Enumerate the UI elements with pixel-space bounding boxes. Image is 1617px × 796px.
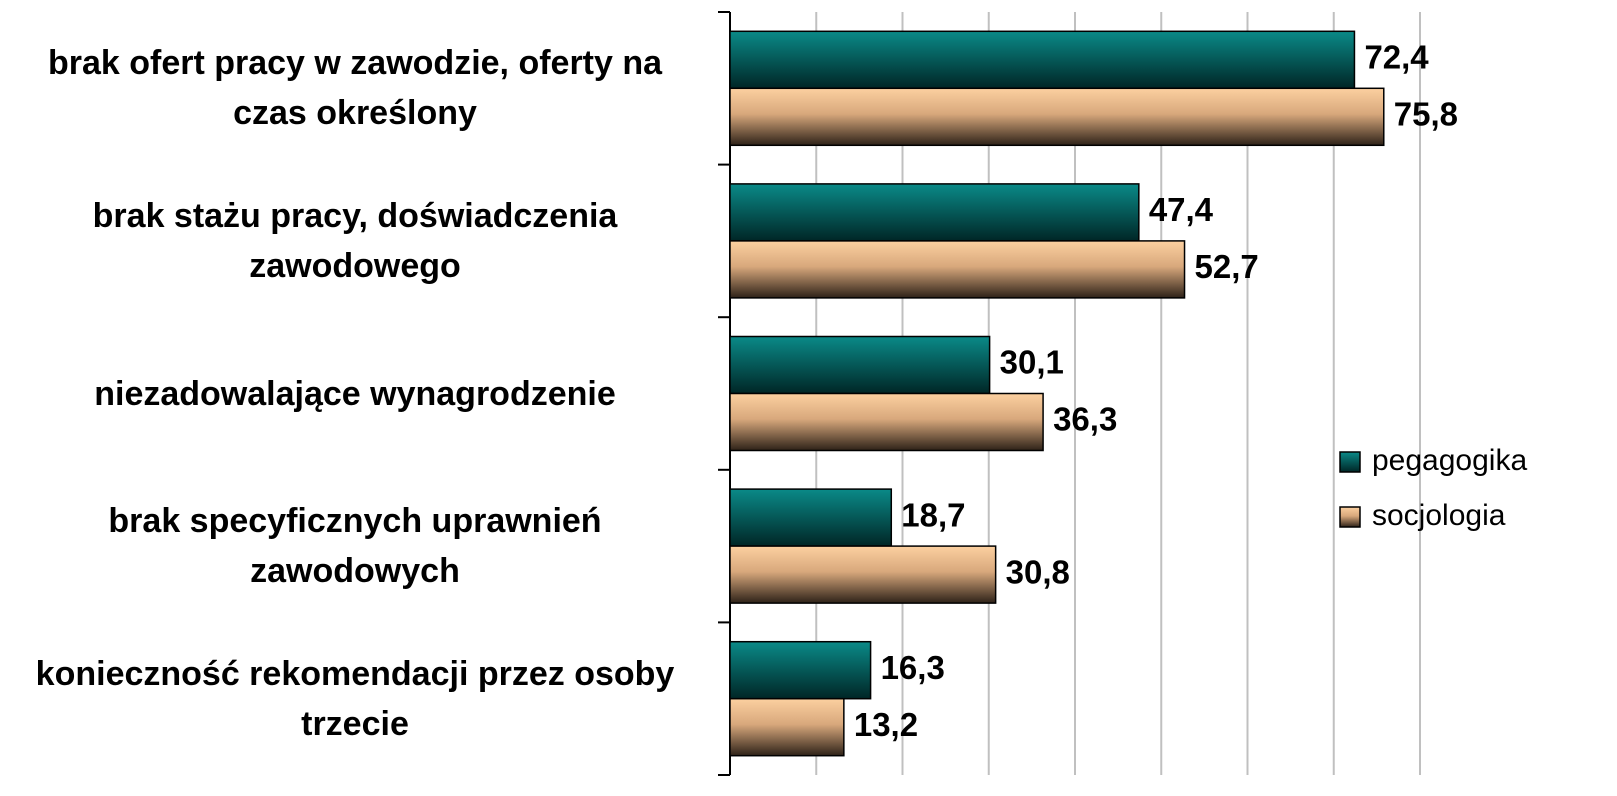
legend-label: pegagogika (1372, 444, 1527, 477)
legend-swatch (1339, 506, 1361, 528)
data-label: 52,7 (1195, 248, 1259, 285)
y-tick-label: niezadowalające wynagrodzenie (94, 374, 616, 413)
data-label: 47,4 (1149, 191, 1214, 228)
data-label: 72,4 (1364, 39, 1429, 76)
data-label: 18,7 (901, 496, 965, 533)
data-label: 30,1 (1000, 344, 1064, 381)
bar (729, 30, 1356, 90)
bar (729, 87, 1385, 147)
legend-label: socjologia (1372, 499, 1506, 532)
bar (729, 697, 845, 757)
data-label: 16,3 (881, 649, 945, 686)
legend-swatch (1339, 451, 1361, 473)
bar (729, 240, 1186, 299)
data-label: 30,8 (1006, 553, 1070, 590)
bar (729, 488, 893, 547)
bar (729, 392, 1044, 452)
y-tick-label: brak stażu pracy, doświadczenia zawodowe… (92, 196, 618, 285)
data-label: 36,3 (1053, 401, 1117, 438)
bar (729, 183, 1140, 242)
bar (729, 335, 991, 395)
y-tick-label: konieczność rekomendacji przez osoby trz… (35, 654, 675, 743)
bar (729, 640, 872, 700)
data-label: 13,2 (854, 706, 918, 743)
y-tick-label: brak specyficznych uprawnień zawodowych (108, 502, 602, 591)
bar (729, 545, 997, 604)
data-label: 75,8 (1394, 96, 1458, 133)
y-tick-label: brak ofert pracy w zawodzie, oferty na c… (47, 44, 663, 133)
